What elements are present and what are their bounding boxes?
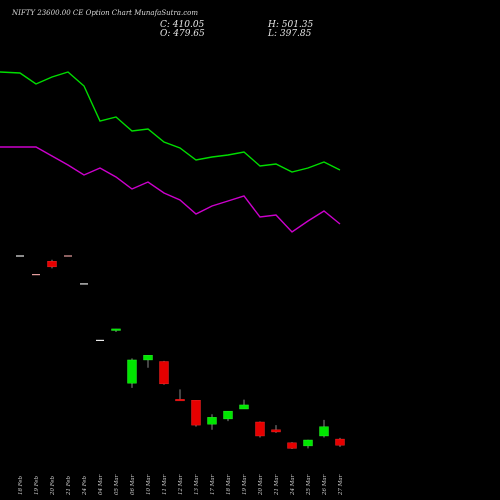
candle-15: [255, 421, 265, 437]
candle-11: [191, 400, 201, 426]
lower-indicator-line: [0, 146, 341, 233]
x-tick-label: 20 Mar: [258, 474, 264, 496]
candle-18: [303, 439, 313, 447]
candle-7: [127, 359, 137, 384]
candle-14: [239, 404, 249, 410]
x-tick-label: 25 Mar: [306, 474, 312, 496]
upper-indicator-line: [0, 71, 341, 173]
x-tick-label: 24 Feb: [82, 475, 88, 496]
x-tick-label: 26 Mar: [322, 474, 328, 496]
x-tick-label: 21 Feb: [66, 475, 72, 496]
x-tick-label: 18 Mar: [226, 474, 232, 495]
x-tick-label: 06 Mar: [130, 474, 136, 495]
candle-2: [47, 261, 57, 268]
x-tick-label: 21 Mar: [274, 474, 280, 496]
candle-19: [319, 426, 329, 437]
candle-9: [159, 361, 169, 385]
x-tick-label: 20 Feb: [50, 475, 56, 496]
x-tick-label: 18 Feb: [18, 475, 24, 495]
candle-12: [207, 417, 217, 425]
candle-10: [175, 399, 185, 402]
x-tick-label: 05 Mar: [114, 474, 120, 495]
x-tick-label: 10 Mar: [146, 474, 152, 495]
high-value: H: 501.35: [268, 20, 314, 30]
x-tick-label: 19 Feb: [34, 475, 40, 495]
x-tick-label: 12 Mar: [178, 474, 184, 495]
candle-6: [111, 328, 121, 331]
candle-13: [223, 410, 233, 420]
x-tick-label: 04 Mar: [98, 474, 104, 495]
x-tick-label: 24 Mar: [290, 474, 296, 496]
x-tick-label: 17 Mar: [210, 474, 216, 495]
candle-8: [143, 355, 153, 361]
candle-20: [335, 438, 345, 446]
open-value: O: 479.65: [160, 29, 205, 39]
x-tick-label: 27 Mar: [338, 474, 344, 496]
candle-17: [287, 442, 297, 449]
candle-16: [271, 429, 281, 433]
close-value: C: 410.05: [160, 20, 205, 30]
x-tick-label: 11 Mar: [162, 474, 168, 495]
x-tick-label: 19 Mar: [242, 474, 248, 495]
x-tick-label: 13 Mar: [194, 474, 200, 495]
low-value: L: 397.85: [268, 29, 312, 39]
chart-title: NIFTY 23600.00 CE Option Chart MunafaSut…: [12, 9, 198, 17]
